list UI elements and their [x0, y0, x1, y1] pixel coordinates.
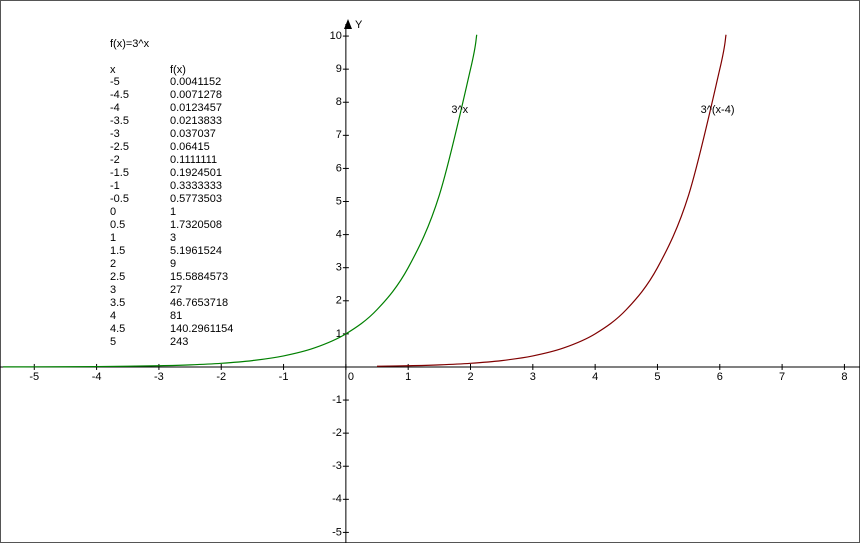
curve-label: 3^x [451, 104, 468, 116]
x-tick-label: 0 [348, 371, 354, 383]
x-tick-label: 5 [654, 371, 660, 383]
y-tick-label: 5 [336, 195, 342, 207]
x-tick-label: -5 [29, 371, 39, 383]
table-header: f(x) [170, 64, 186, 76]
curve [377, 34, 727, 367]
table-fx: 0.0213833 [170, 115, 222, 127]
table-fx: 243 [170, 336, 188, 348]
table-x: -4.5 [110, 89, 129, 101]
curve [3, 34, 478, 368]
y-axis-label: Y [355, 19, 363, 31]
table-x: 1 [110, 232, 116, 244]
table-title: f(x)=3^x [110, 38, 150, 50]
x-tick-label: -3 [154, 371, 164, 383]
table-fx: 140.2961154 [170, 323, 233, 335]
table-fx: 27 [170, 284, 182, 296]
x-tick-label: 2 [467, 371, 473, 383]
table-fx: 3 [170, 232, 176, 244]
x-tick-label: 3 [530, 371, 536, 383]
table-fx: 1.7320508 [170, 219, 222, 231]
table-x: -3.5 [110, 115, 129, 127]
table-x: 2 [110, 258, 116, 270]
table-x: 0 [110, 206, 116, 218]
x-tick-label: 8 [841, 371, 847, 383]
table-fx: 0.3333333 [170, 180, 222, 192]
table-fx: 9 [170, 258, 176, 270]
y-tick-label: -3 [332, 460, 342, 472]
y-tick-label: -1 [332, 394, 342, 406]
y-tick-label: 4 [336, 229, 342, 241]
y-tick-label: 8 [336, 96, 342, 108]
table-fx: 0.5773503 [170, 193, 222, 205]
table-x: 4.5 [110, 323, 125, 335]
table-x: 0.5 [110, 219, 125, 231]
table-x: -1.5 [110, 167, 129, 179]
x-tick-label: 4 [592, 371, 598, 383]
curve-label: 3^(x-4) [701, 104, 735, 116]
x-tick-label: -1 [279, 371, 289, 383]
table-fx: 0.1111111 [170, 154, 217, 166]
table-fx: 5.1961524 [170, 245, 222, 257]
table-fx: 0.0071278 [170, 89, 222, 101]
y-tick-label: -4 [332, 493, 342, 505]
table-x: 2.5 [110, 271, 125, 283]
table-x: -2 [110, 154, 120, 166]
y-tick-label: 3 [336, 262, 342, 274]
y-tick-label: 6 [336, 162, 342, 174]
y-tick-label: -2 [332, 427, 342, 439]
table-x: 1.5 [110, 245, 125, 257]
table-header: x [110, 64, 116, 76]
x-tick-label: 7 [779, 371, 785, 383]
table-fx: 0.037037 [170, 128, 216, 140]
y-tick-label: -5 [332, 526, 342, 538]
x-tick-label: 1 [405, 371, 411, 383]
table-fx: 0.0041152 [170, 76, 221, 88]
table-fx: 15.5884573 [170, 271, 228, 283]
x-tick-label: -4 [92, 371, 102, 383]
y-tick-label: 1 [336, 328, 342, 340]
table-x: -4 [110, 102, 120, 114]
table-x: 5 [110, 336, 116, 348]
y-tick-label: 10 [330, 30, 342, 42]
table-x: -3 [110, 128, 120, 140]
table-fx: 46.7653718 [170, 297, 228, 309]
table-x: 3.5 [110, 297, 125, 309]
y-tick-label: 9 [336, 63, 342, 75]
table-x: -2.5 [110, 141, 129, 153]
y-tick-label: 7 [336, 129, 342, 141]
x-tick-label: -2 [216, 371, 226, 383]
table-fx: 0.0123457 [170, 102, 222, 114]
table-x: 3 [110, 284, 116, 296]
table-x: 4 [110, 310, 116, 322]
table-x: -5 [110, 76, 120, 88]
y-tick-label: 2 [336, 295, 342, 307]
table-fx: 1 [170, 206, 176, 218]
table-fx: 81 [170, 310, 182, 322]
table-x: -1 [110, 180, 120, 192]
table-fx: 0.06415 [170, 141, 210, 153]
x-tick-label: 6 [717, 371, 723, 383]
table-x: -0.5 [110, 193, 129, 205]
table-fx: 0.1924501 [170, 167, 222, 179]
